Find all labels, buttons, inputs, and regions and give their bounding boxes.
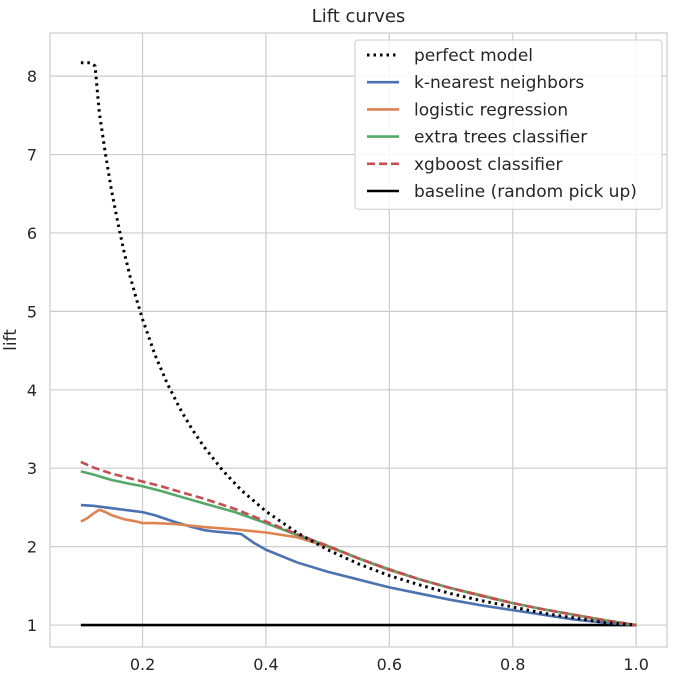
x-tick-label: 0.2 — [130, 655, 155, 674]
x-tick-label: 1.0 — [623, 655, 648, 674]
legend-label: xgboost classifier — [414, 155, 562, 175]
legend-label: baseline (random pick up) — [414, 182, 637, 202]
legend-label: logistic regression — [414, 100, 568, 120]
legend-label: perfect model — [414, 46, 533, 66]
x-tick-label: 0.6 — [377, 655, 402, 674]
series-line-k-nearest-neighbors — [80, 503, 637, 627]
y-tick-label: 3 — [27, 459, 37, 478]
legend-label: k-nearest neighbors — [414, 73, 584, 93]
chart-title: Lift curves — [312, 6, 406, 27]
series-layer — [80, 61, 637, 627]
y-tick-label: 7 — [27, 146, 37, 165]
y-tick-label: 8 — [27, 67, 37, 86]
x-tick-label: 0.4 — [253, 655, 278, 674]
y-axis-label: lift — [1, 329, 21, 351]
y-tick-label: 2 — [27, 538, 37, 557]
legend-label: extra trees classifier — [414, 128, 587, 148]
tick-labels: 0.2 0.4 0.6 0.8 1.0 1 2 3 4 5 6 7 8 — [27, 67, 649, 674]
x-tick-label: 0.8 — [500, 655, 525, 674]
y-tick-label: 1 — [27, 616, 37, 635]
legend-box — [354, 39, 663, 210]
y-tick-label: 5 — [27, 302, 37, 321]
y-tick-label: 6 — [27, 224, 37, 243]
plot-frame — [49, 32, 668, 648]
y-tick-label: 4 — [27, 381, 37, 400]
legend: perfect model k-nearest neighbors logistic… — [354, 39, 663, 210]
